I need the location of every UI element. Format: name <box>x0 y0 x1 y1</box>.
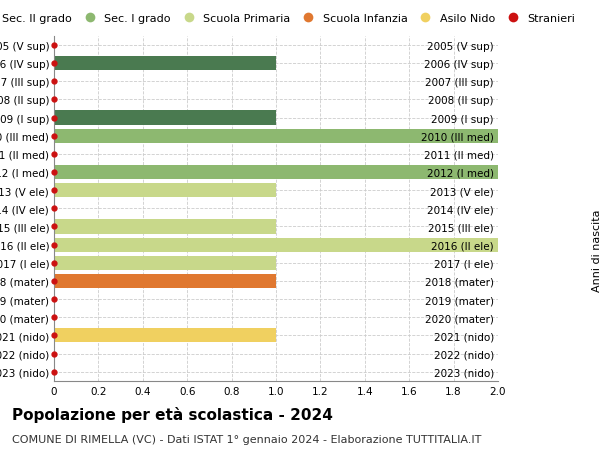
Bar <box>54 184 276 198</box>
Bar <box>54 256 276 270</box>
Bar <box>54 238 498 252</box>
Bar <box>54 166 498 179</box>
Bar <box>54 220 276 234</box>
Bar <box>54 274 276 288</box>
Bar <box>54 111 276 125</box>
Text: COMUNE DI RIMELLA (VC) - Dati ISTAT 1° gennaio 2024 - Elaborazione TUTTITALIA.IT: COMUNE DI RIMELLA (VC) - Dati ISTAT 1° g… <box>12 434 481 444</box>
Bar <box>54 329 276 343</box>
Bar <box>54 57 276 71</box>
Text: Popolazione per età scolastica - 2024: Popolazione per età scolastica - 2024 <box>12 406 333 422</box>
Legend: Sec. II grado, Sec. I grado, Scuola Primaria, Scuola Infanzia, Asilo Nido, Stran: Sec. II grado, Sec. I grado, Scuola Prim… <box>0 14 575 24</box>
Bar <box>54 129 498 143</box>
Text: Anni di nascita: Anni di nascita <box>592 209 600 291</box>
